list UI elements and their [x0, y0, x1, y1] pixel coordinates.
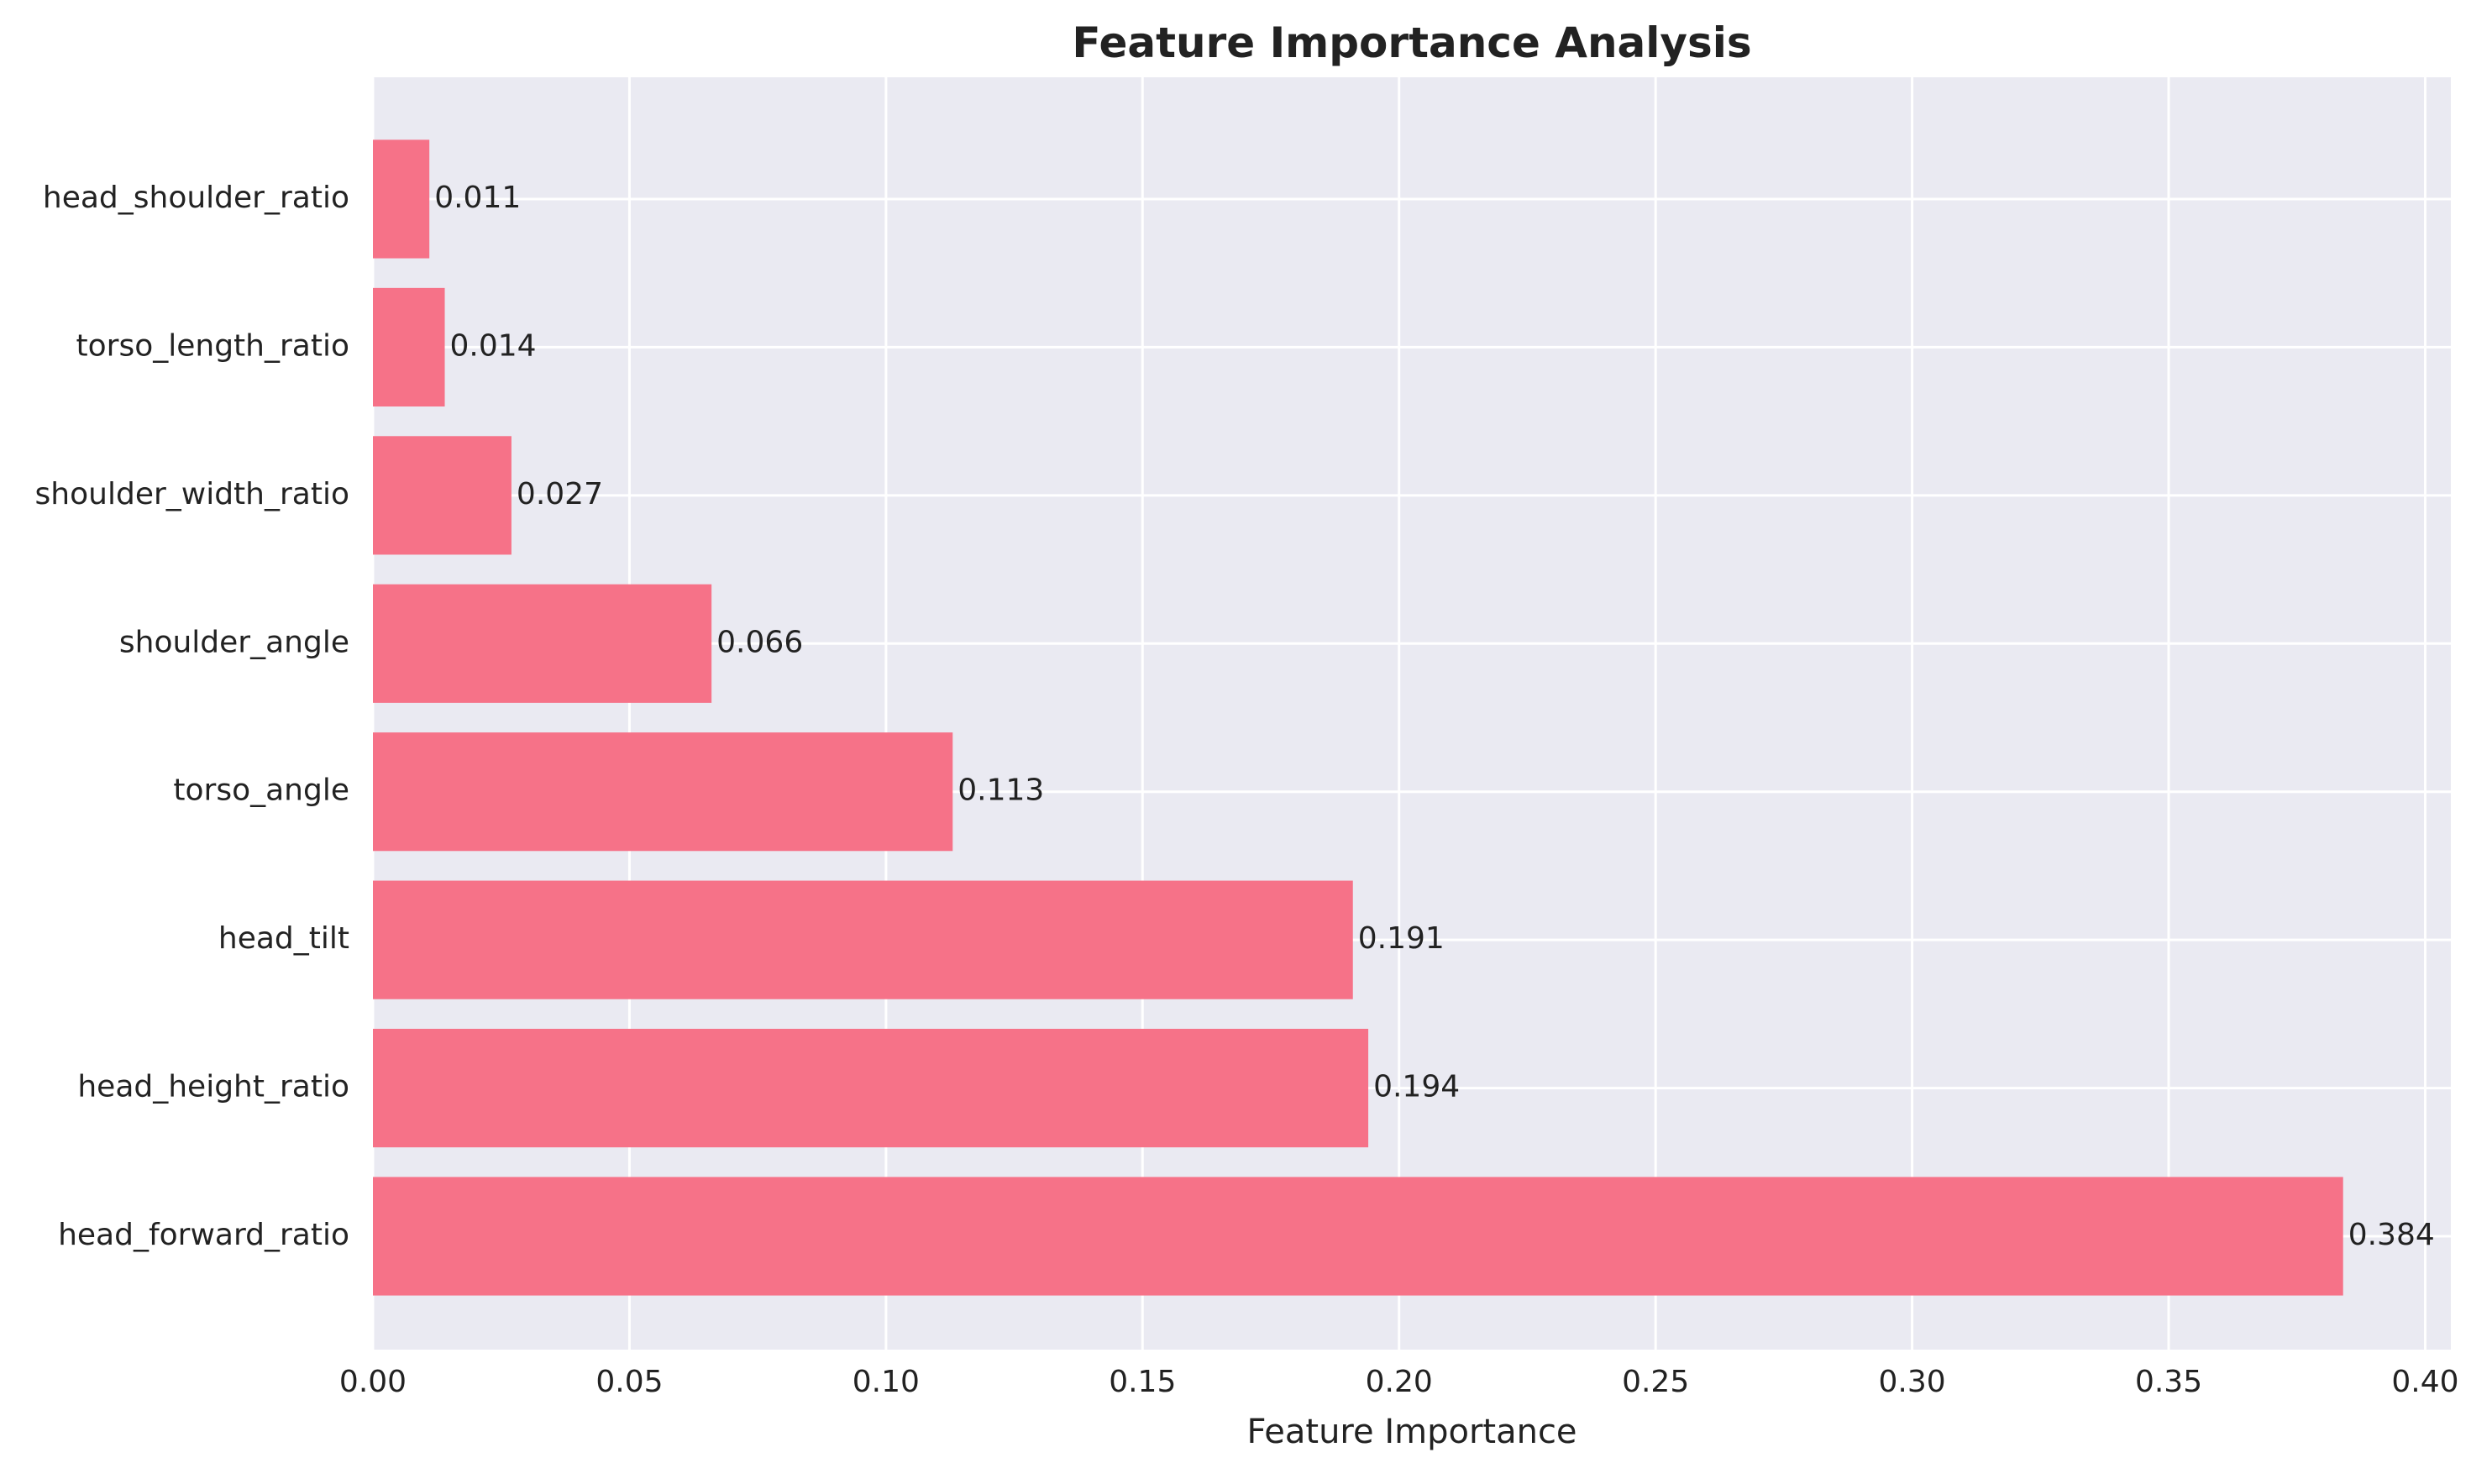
x-tick-label: 0.10: [853, 1365, 920, 1399]
x-tick-label: 0.15: [1109, 1365, 1176, 1399]
bar-value-label: 0.384: [2348, 1218, 2435, 1252]
y-tick-label: shoulder_width_ratio: [35, 477, 349, 511]
bar-shoulder-width-ratio: [373, 436, 512, 555]
bar-value-label: 0.194: [1373, 1070, 1460, 1104]
bar-head-forward-ratio: [373, 1177, 2343, 1296]
y-tick-label: torso_length_ratio: [76, 328, 349, 363]
y-axis-tick-labels: head_forward_ratio head_height_ratio head_…: [35, 181, 349, 1252]
bar-head-height-ratio: [373, 1029, 1369, 1148]
y-tick-label: shoulder_angle: [119, 625, 349, 659]
y-tick-label: head_height_ratio: [77, 1070, 349, 1104]
bar-value-label: 0.027: [517, 477, 603, 511]
y-tick-label: head_shoulder_ratio: [43, 181, 349, 215]
bar-torso-length-ratio: [373, 287, 445, 406]
bar-torso-angle: [373, 732, 953, 852]
bar-value-labels: 0.384 0.194 0.191 0.113 0.066 0.027 0.014 0.011: [434, 181, 2435, 1252]
x-axis-label: Feature Importance: [1246, 1413, 1577, 1451]
bars: [373, 139, 2343, 1296]
x-tick-label: 0.30: [1879, 1365, 1946, 1399]
bar-head-tilt: [373, 880, 1353, 999]
bar-value-label: 0.191: [1358, 921, 1445, 956]
bar-value-label: 0.014: [450, 328, 537, 363]
bar-head-shoulder-ratio: [373, 139, 430, 259]
y-tick-label: torso_angle: [173, 773, 349, 808]
x-axis-tick-labels: 0.00 0.05 0.10 0.15 0.20 0.25 0.30 0.35 0.40: [339, 1365, 2459, 1399]
bar-value-label: 0.066: [716, 625, 803, 659]
x-tick-label: 0.00: [339, 1365, 407, 1399]
bar-shoulder-angle: [373, 584, 712, 703]
y-tick-label: head_tilt: [218, 921, 349, 956]
bar-value-label: 0.113: [957, 773, 1044, 808]
x-tick-label: 0.20: [1366, 1365, 1433, 1399]
bar-value-label: 0.011: [434, 181, 521, 215]
x-tick-label: 0.40: [2391, 1365, 2458, 1399]
y-tick-label: head_forward_ratio: [58, 1218, 349, 1252]
x-tick-label: 0.25: [1622, 1365, 1689, 1399]
plot-background: [373, 77, 2451, 1350]
x-tick-label: 0.35: [2135, 1365, 2202, 1399]
chart-title: Feature Importance Analysis: [1072, 18, 1751, 67]
x-tick-label: 0.05: [595, 1365, 663, 1399]
